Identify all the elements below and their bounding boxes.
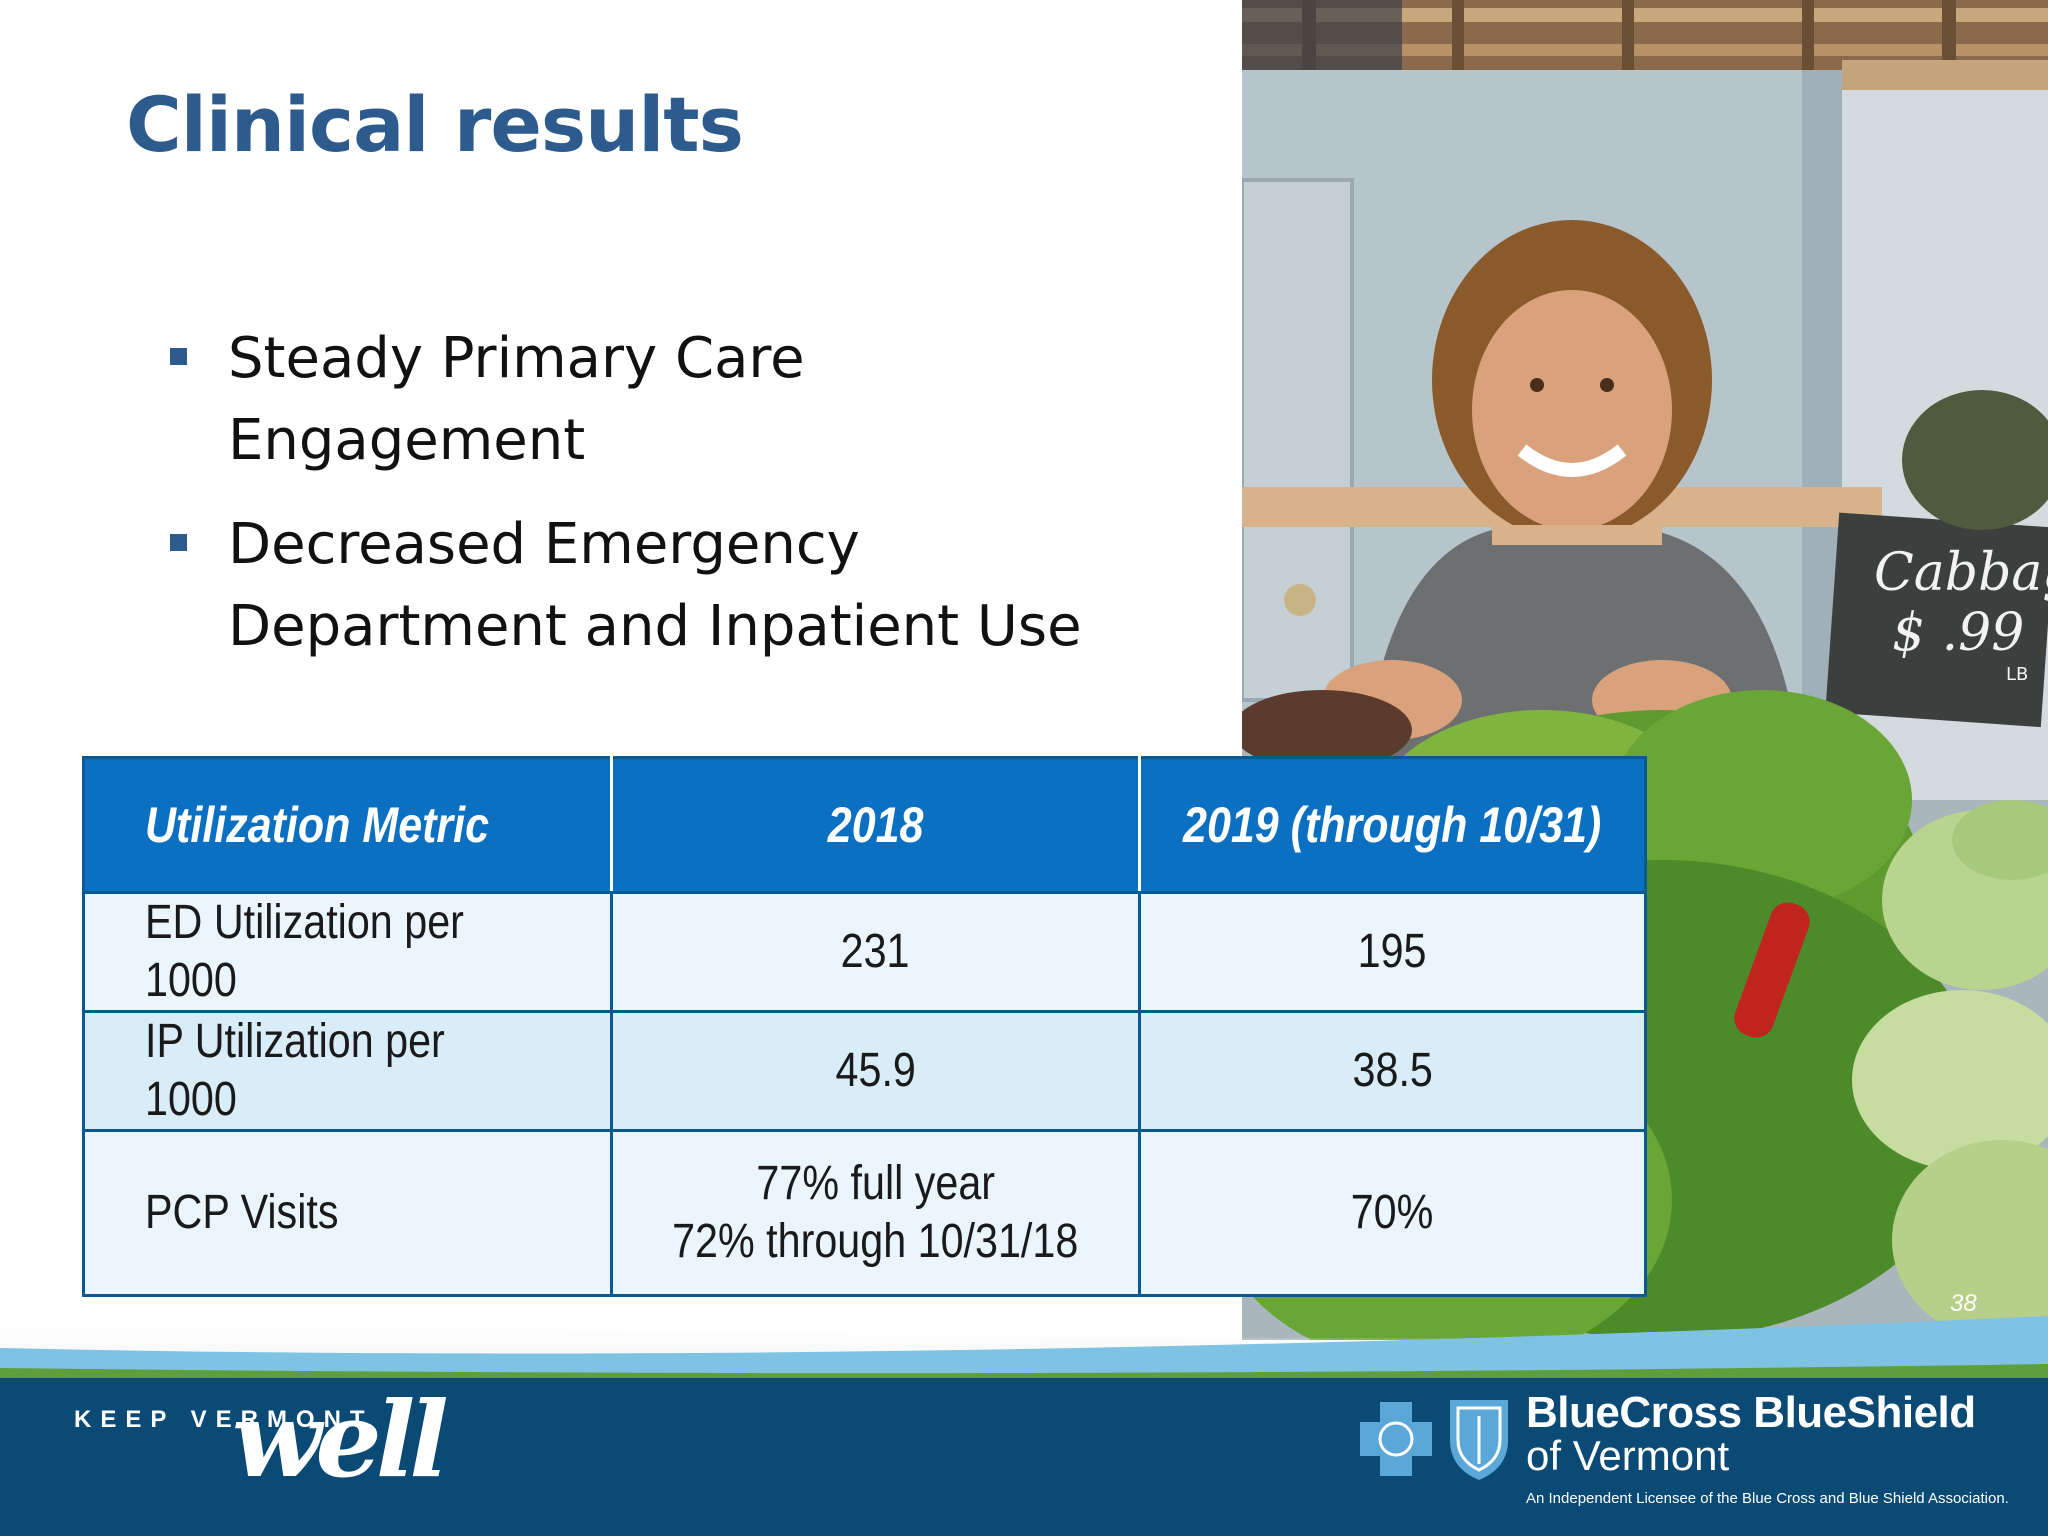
value-2018: 231 bbox=[841, 925, 910, 978]
metric-label: IP Utilization per 1000 bbox=[145, 1015, 445, 1126]
blue-shield-icon bbox=[1450, 1400, 1508, 1480]
bullet-text: Decreased Emergency Department and Inpat… bbox=[228, 512, 1082, 659]
brand-name: BlueCross BlueShield bbox=[1526, 1388, 1976, 1437]
table-row: IP Utilization per 1000 45.9 38.5 bbox=[82, 1010, 1647, 1132]
table-row: ED Utilization per 1000 231 195 bbox=[82, 891, 1647, 1013]
header-2019-text: 2019 (through 10/31) bbox=[1183, 797, 1602, 853]
campaign-logo-text: KEEP VERMONT bbox=[74, 1406, 374, 1433]
value-2018-line1: 77% full year bbox=[756, 1157, 995, 1210]
license-text: An Independent Licensee of the Blue Cros… bbox=[1526, 1490, 2009, 1507]
cell-2019: 195 bbox=[1138, 891, 1647, 1013]
blue-cross-icon bbox=[1360, 1402, 1432, 1476]
slide-title: Clinical results bbox=[126, 80, 744, 169]
cell-2019: 70% bbox=[1138, 1129, 1647, 1297]
campaign-logo-script: well bbox=[232, 1378, 449, 1501]
cell-2018: 231 bbox=[610, 891, 1141, 1013]
bullet-item: Decreased Emergency Department and Inpat… bbox=[160, 504, 1160, 668]
value-2018-line2: 72% through 10/31/18 bbox=[672, 1215, 1079, 1268]
brand-subtitle: of Vermont bbox=[1526, 1432, 1730, 1479]
footer-bar bbox=[0, 1378, 2048, 1536]
table-row: PCP Visits 77% full year 72% through 10/… bbox=[82, 1129, 1647, 1297]
bullet-item: Steady Primary Care Engagement bbox=[160, 318, 1160, 482]
bullet-text: Steady Primary Care Engagement bbox=[228, 326, 805, 473]
bullet-list: Steady Primary Care Engagement Decreased… bbox=[160, 318, 1160, 690]
header-2019: 2019 (through 10/31) bbox=[1138, 756, 1647, 894]
value-2019: 70% bbox=[1351, 1186, 1434, 1239]
cell-metric: PCP Visits bbox=[82, 1129, 613, 1297]
cell-2019: 38.5 bbox=[1138, 1010, 1647, 1132]
bcbs-logo-icon bbox=[1360, 1400, 1508, 1480]
metric-label: PCP Visits bbox=[145, 1186, 339, 1239]
utilization-table: Utilization Metric 2018 2019 (through 10… bbox=[82, 756, 1647, 1297]
cell-metric: ED Utilization per 1000 bbox=[82, 891, 613, 1013]
sign-text-2: $ .99 bbox=[1892, 603, 2024, 663]
header-2018: 2018 bbox=[610, 756, 1141, 894]
header-metric-text: Utilization Metric bbox=[145, 797, 490, 853]
header-metric: Utilization Metric bbox=[82, 756, 613, 894]
bullet-square-icon bbox=[170, 348, 187, 365]
value-2018: 45.9 bbox=[835, 1044, 916, 1097]
bullet-square-icon bbox=[170, 534, 187, 551]
cell-2018: 77% full year 72% through 10/31/18 bbox=[610, 1129, 1141, 1297]
cell-2018: 45.9 bbox=[610, 1010, 1141, 1132]
metric-label: ED Utilization per 1000 bbox=[145, 896, 464, 1007]
sign-unit: LB bbox=[2006, 664, 2028, 685]
value-2019: 38.5 bbox=[1352, 1044, 1433, 1097]
table-header-row: Utilization Metric 2018 2019 (through 10… bbox=[82, 756, 1647, 894]
header-2018-text: 2018 bbox=[827, 797, 924, 853]
sign-text-1: Cabbage bbox=[1874, 543, 2048, 603]
cell-metric: IP Utilization per 1000 bbox=[82, 1010, 613, 1132]
footer-swoosh bbox=[0, 1316, 2048, 1386]
value-2019: 195 bbox=[1358, 925, 1427, 978]
page-number: 38 bbox=[1950, 1290, 1977, 1317]
